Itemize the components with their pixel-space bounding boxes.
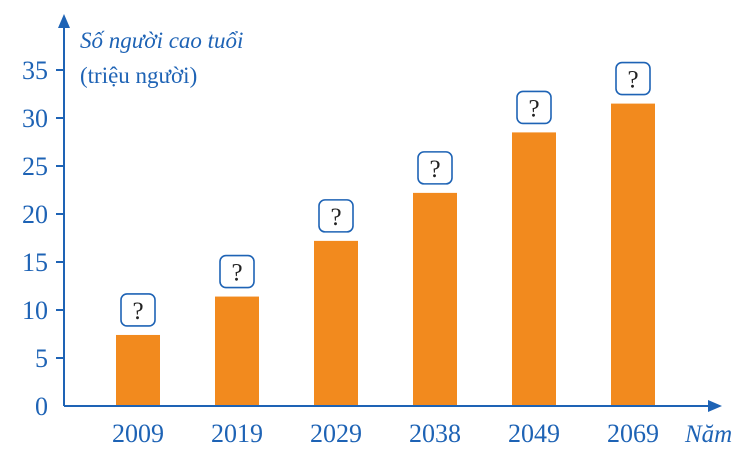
value-label-frame bbox=[219, 254, 255, 289]
x-tick-label: 2009 bbox=[112, 419, 164, 448]
bar-2069 bbox=[611, 103, 655, 406]
y-tick-label: 30 bbox=[22, 104, 48, 133]
value-label-frame bbox=[615, 61, 651, 96]
bar-2038 bbox=[413, 192, 457, 406]
y-axis-arrow-icon bbox=[58, 14, 70, 28]
x-tick-label: 2029 bbox=[310, 419, 362, 448]
y-tick-label: 15 bbox=[22, 248, 48, 277]
value-label-frame bbox=[417, 151, 453, 185]
bar-2019 bbox=[215, 296, 259, 406]
value-label-frame bbox=[516, 90, 552, 125]
value-label-layer: ?????? bbox=[120, 61, 651, 327]
value-label-box: ? bbox=[516, 90, 552, 125]
y-tick-label: 25 bbox=[22, 152, 48, 181]
bar-2029 bbox=[314, 240, 358, 406]
value-label: ? bbox=[429, 156, 440, 183]
value-label: ? bbox=[528, 95, 539, 122]
x-tick-label: 2038 bbox=[409, 419, 461, 448]
y-tick-label: 35 bbox=[22, 56, 48, 85]
x-tick-label: 2019 bbox=[211, 419, 263, 448]
value-label-box: ? bbox=[318, 199, 354, 233]
x-tick-label: 2069 bbox=[607, 419, 659, 448]
y-tick-label: 20 bbox=[22, 200, 48, 229]
x-tick-labels-layer: 2009 2019 2029 2038 2049 2069 bbox=[112, 419, 659, 448]
value-label-box: ? bbox=[615, 61, 651, 96]
x-axis-title: Năm bbox=[684, 421, 732, 448]
value-label-frame bbox=[318, 199, 354, 233]
y-tick-label: 0 bbox=[35, 392, 48, 421]
x-axis-arrow-icon bbox=[708, 400, 722, 412]
bar-2009 bbox=[116, 334, 160, 406]
y-tick-label: 5 bbox=[35, 344, 48, 373]
value-label: ? bbox=[627, 67, 638, 94]
value-label-box: ? bbox=[417, 151, 453, 185]
bar-2049 bbox=[512, 132, 556, 406]
y-ticks-layer: 0 5 10 15 20 25 30 35 bbox=[22, 56, 64, 421]
x-tick-label: 2049 bbox=[508, 419, 560, 448]
value-label: ? bbox=[132, 298, 143, 325]
bars-layer bbox=[116, 103, 655, 406]
value-label-frame bbox=[120, 293, 156, 327]
value-label-box: ? bbox=[120, 293, 156, 327]
value-label-box: ? bbox=[219, 254, 255, 289]
y-tick-label: 10 bbox=[22, 296, 48, 325]
y-axis-title: Số người cao tuổi bbox=[80, 28, 243, 53]
y-axis-unit: (triệu người) bbox=[80, 63, 197, 88]
value-label: ? bbox=[330, 204, 341, 231]
value-label: ? bbox=[231, 260, 242, 287]
